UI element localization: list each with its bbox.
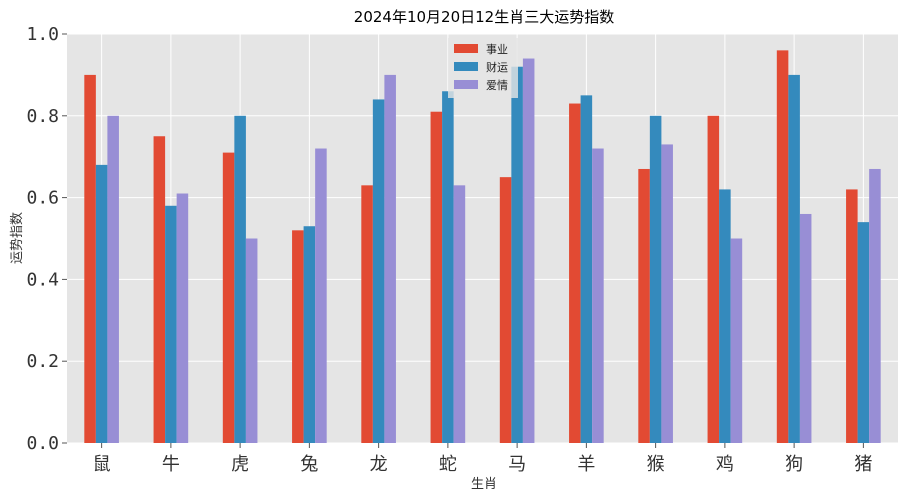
x-tick-label: 龙 (370, 454, 388, 475)
bar-事业-猪 (846, 189, 858, 443)
bar-事业-猴 (638, 168, 650, 443)
bar-爱情-虎 (245, 238, 258, 443)
bar-事业-牛 (153, 136, 166, 443)
legend-label: 爱情 (486, 79, 508, 92)
bar-事业-兔 (292, 230, 304, 443)
y-tick-label: 0.8 (26, 106, 59, 127)
bar-财运-羊 (580, 95, 593, 443)
bar-财运-鼠 (95, 164, 108, 443)
x-tick-label: 虎 (231, 454, 249, 475)
bar-爱情-羊 (592, 148, 604, 443)
x-tick-label: 猪 (854, 454, 872, 475)
y-tick-label: 0.2 (26, 351, 59, 372)
bar-事业-虎 (222, 152, 235, 444)
bar-财运-猴 (649, 115, 662, 444)
bar-财运-牛 (165, 205, 177, 443)
bar-事业-羊 (569, 103, 581, 443)
bar-财运-蛇 (442, 91, 454, 443)
bar-财运-马 (511, 66, 523, 443)
bars (84, 50, 881, 444)
y-tick-label: 1.0 (26, 24, 59, 45)
bar-爱情-牛 (176, 193, 189, 443)
x-axis-label: 生肖 (471, 477, 497, 492)
y-tick-label: 0.6 (26, 188, 59, 209)
bar-事业-马 (499, 177, 512, 443)
legend-swatch (454, 62, 478, 71)
legend-label: 事业 (486, 43, 508, 56)
bar-爱情-兔 (315, 148, 327, 443)
bar-爱情-龙 (384, 74, 396, 444)
bar-财运-鸡 (719, 189, 731, 443)
x-tick-label: 鼠 (93, 454, 111, 475)
y-tick-label: 0.0 (26, 433, 59, 454)
bar-爱情-猪 (869, 168, 881, 443)
bar-事业-蛇 (430, 111, 443, 444)
x-tick-label: 马 (508, 454, 526, 475)
bar-爱情-鼠 (107, 115, 119, 444)
x-axis-ticks: 鼠牛虎兔龙蛇马羊猴鸡狗猪 (93, 443, 872, 475)
bar-事业-狗 (776, 50, 789, 444)
bar-爱情-鸡 (730, 238, 743, 443)
bar-爱情-猴 (661, 144, 673, 443)
x-tick-label: 鸡 (716, 454, 734, 475)
bar-事业-龙 (361, 185, 373, 443)
x-tick-label: 狗 (785, 454, 803, 475)
y-axis-ticks: 0.0 0.2 0.4 0.6 0.8 1.0 (26, 24, 67, 454)
bar-事业-鼠 (84, 74, 96, 444)
bar-爱情-马 (522, 58, 535, 443)
legend-swatch (454, 80, 478, 89)
legend-swatch (454, 44, 478, 53)
plot-area (67, 34, 898, 443)
y-axis-label: 运势指数 (9, 212, 25, 264)
x-tick-label: 蛇 (439, 454, 457, 475)
chart-title: 2024年10月20日12生肖三大运势指数 (354, 8, 614, 26)
x-tick-label: 猴 (647, 454, 665, 475)
bar-财运-猪 (857, 222, 870, 443)
bar-财运-虎 (234, 115, 246, 444)
bar-财运-兔 (303, 226, 316, 443)
x-tick-label: 羊 (577, 454, 595, 475)
bar-爱情-蛇 (453, 185, 466, 443)
bar-财运-龙 (372, 99, 385, 443)
bar-事业-鸡 (707, 115, 720, 444)
bar-爱情-狗 (799, 213, 812, 443)
x-tick-label: 牛 (162, 454, 180, 475)
x-tick-label: 兔 (300, 454, 318, 475)
legend-label: 财运 (486, 60, 508, 74)
y-tick-label: 0.4 (26, 269, 59, 290)
bar-财运-狗 (788, 74, 800, 444)
